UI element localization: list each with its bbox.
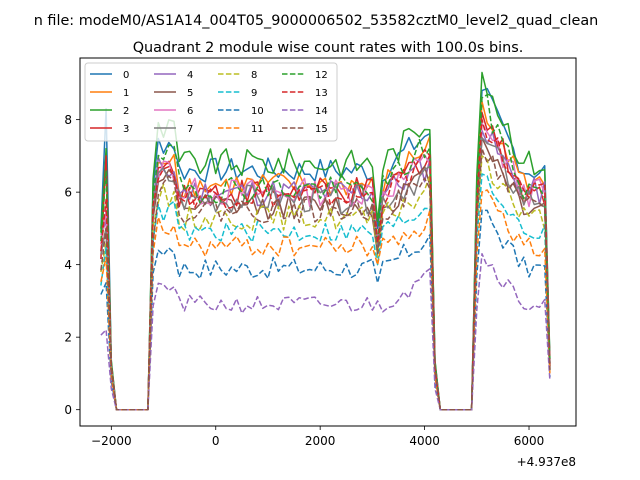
legend-label-4: 4 xyxy=(187,70,193,81)
legend-label-1: 1 xyxy=(123,88,129,99)
series-line-12 xyxy=(100,93,551,411)
x-tick-label: −2000 xyxy=(91,434,132,448)
legend-label-15: 15 xyxy=(315,124,328,135)
legend-label-10: 10 xyxy=(251,106,264,117)
legend-box xyxy=(84,62,338,142)
chart-title: Quadrant 2 module wise count rates with … xyxy=(133,40,524,56)
legend-label-13: 13 xyxy=(315,88,328,99)
legend-label-5: 5 xyxy=(187,88,193,99)
series-line-15 xyxy=(100,147,551,411)
series-line-9 xyxy=(100,173,551,411)
legend-label-6: 6 xyxy=(187,106,193,117)
legend-label-12: 12 xyxy=(315,70,328,81)
legend-label-8: 8 xyxy=(251,70,257,81)
series-line-14 xyxy=(100,253,551,411)
legend-label-3: 3 xyxy=(123,124,129,135)
x-axis: −2000 0 2000 4000 6000 xyxy=(91,426,544,448)
y-tick-label: 2 xyxy=(64,331,72,345)
figure-suptitle: n file: modeM0/AS1A14_004T05_9000006502_… xyxy=(34,13,599,29)
series-line-13 xyxy=(100,118,551,411)
y-tick-label: 4 xyxy=(64,258,72,272)
y-tick-label: 0 xyxy=(64,403,72,417)
series-line-11 xyxy=(100,189,551,411)
legend-label-0: 0 xyxy=(123,70,129,81)
y-tick-label: 8 xyxy=(64,113,72,127)
x-tick-label: 6000 xyxy=(514,434,545,448)
x-tick-label: 4000 xyxy=(409,434,440,448)
legend-label-7: 7 xyxy=(187,124,193,135)
legend-label-9: 9 xyxy=(251,88,257,99)
legend-label-11: 11 xyxy=(251,124,264,135)
y-axis: 0 2 4 6 8 xyxy=(64,113,80,417)
y-tick-label: 6 xyxy=(64,186,72,200)
x-tick-label: 2000 xyxy=(305,434,336,448)
x-offset-label: +4.937e8 xyxy=(517,455,576,469)
x-tick-label: 0 xyxy=(212,434,220,448)
legend-label-14: 14 xyxy=(315,106,328,117)
plot-area-frame xyxy=(79,57,577,427)
legend-label-2: 2 xyxy=(123,106,129,117)
